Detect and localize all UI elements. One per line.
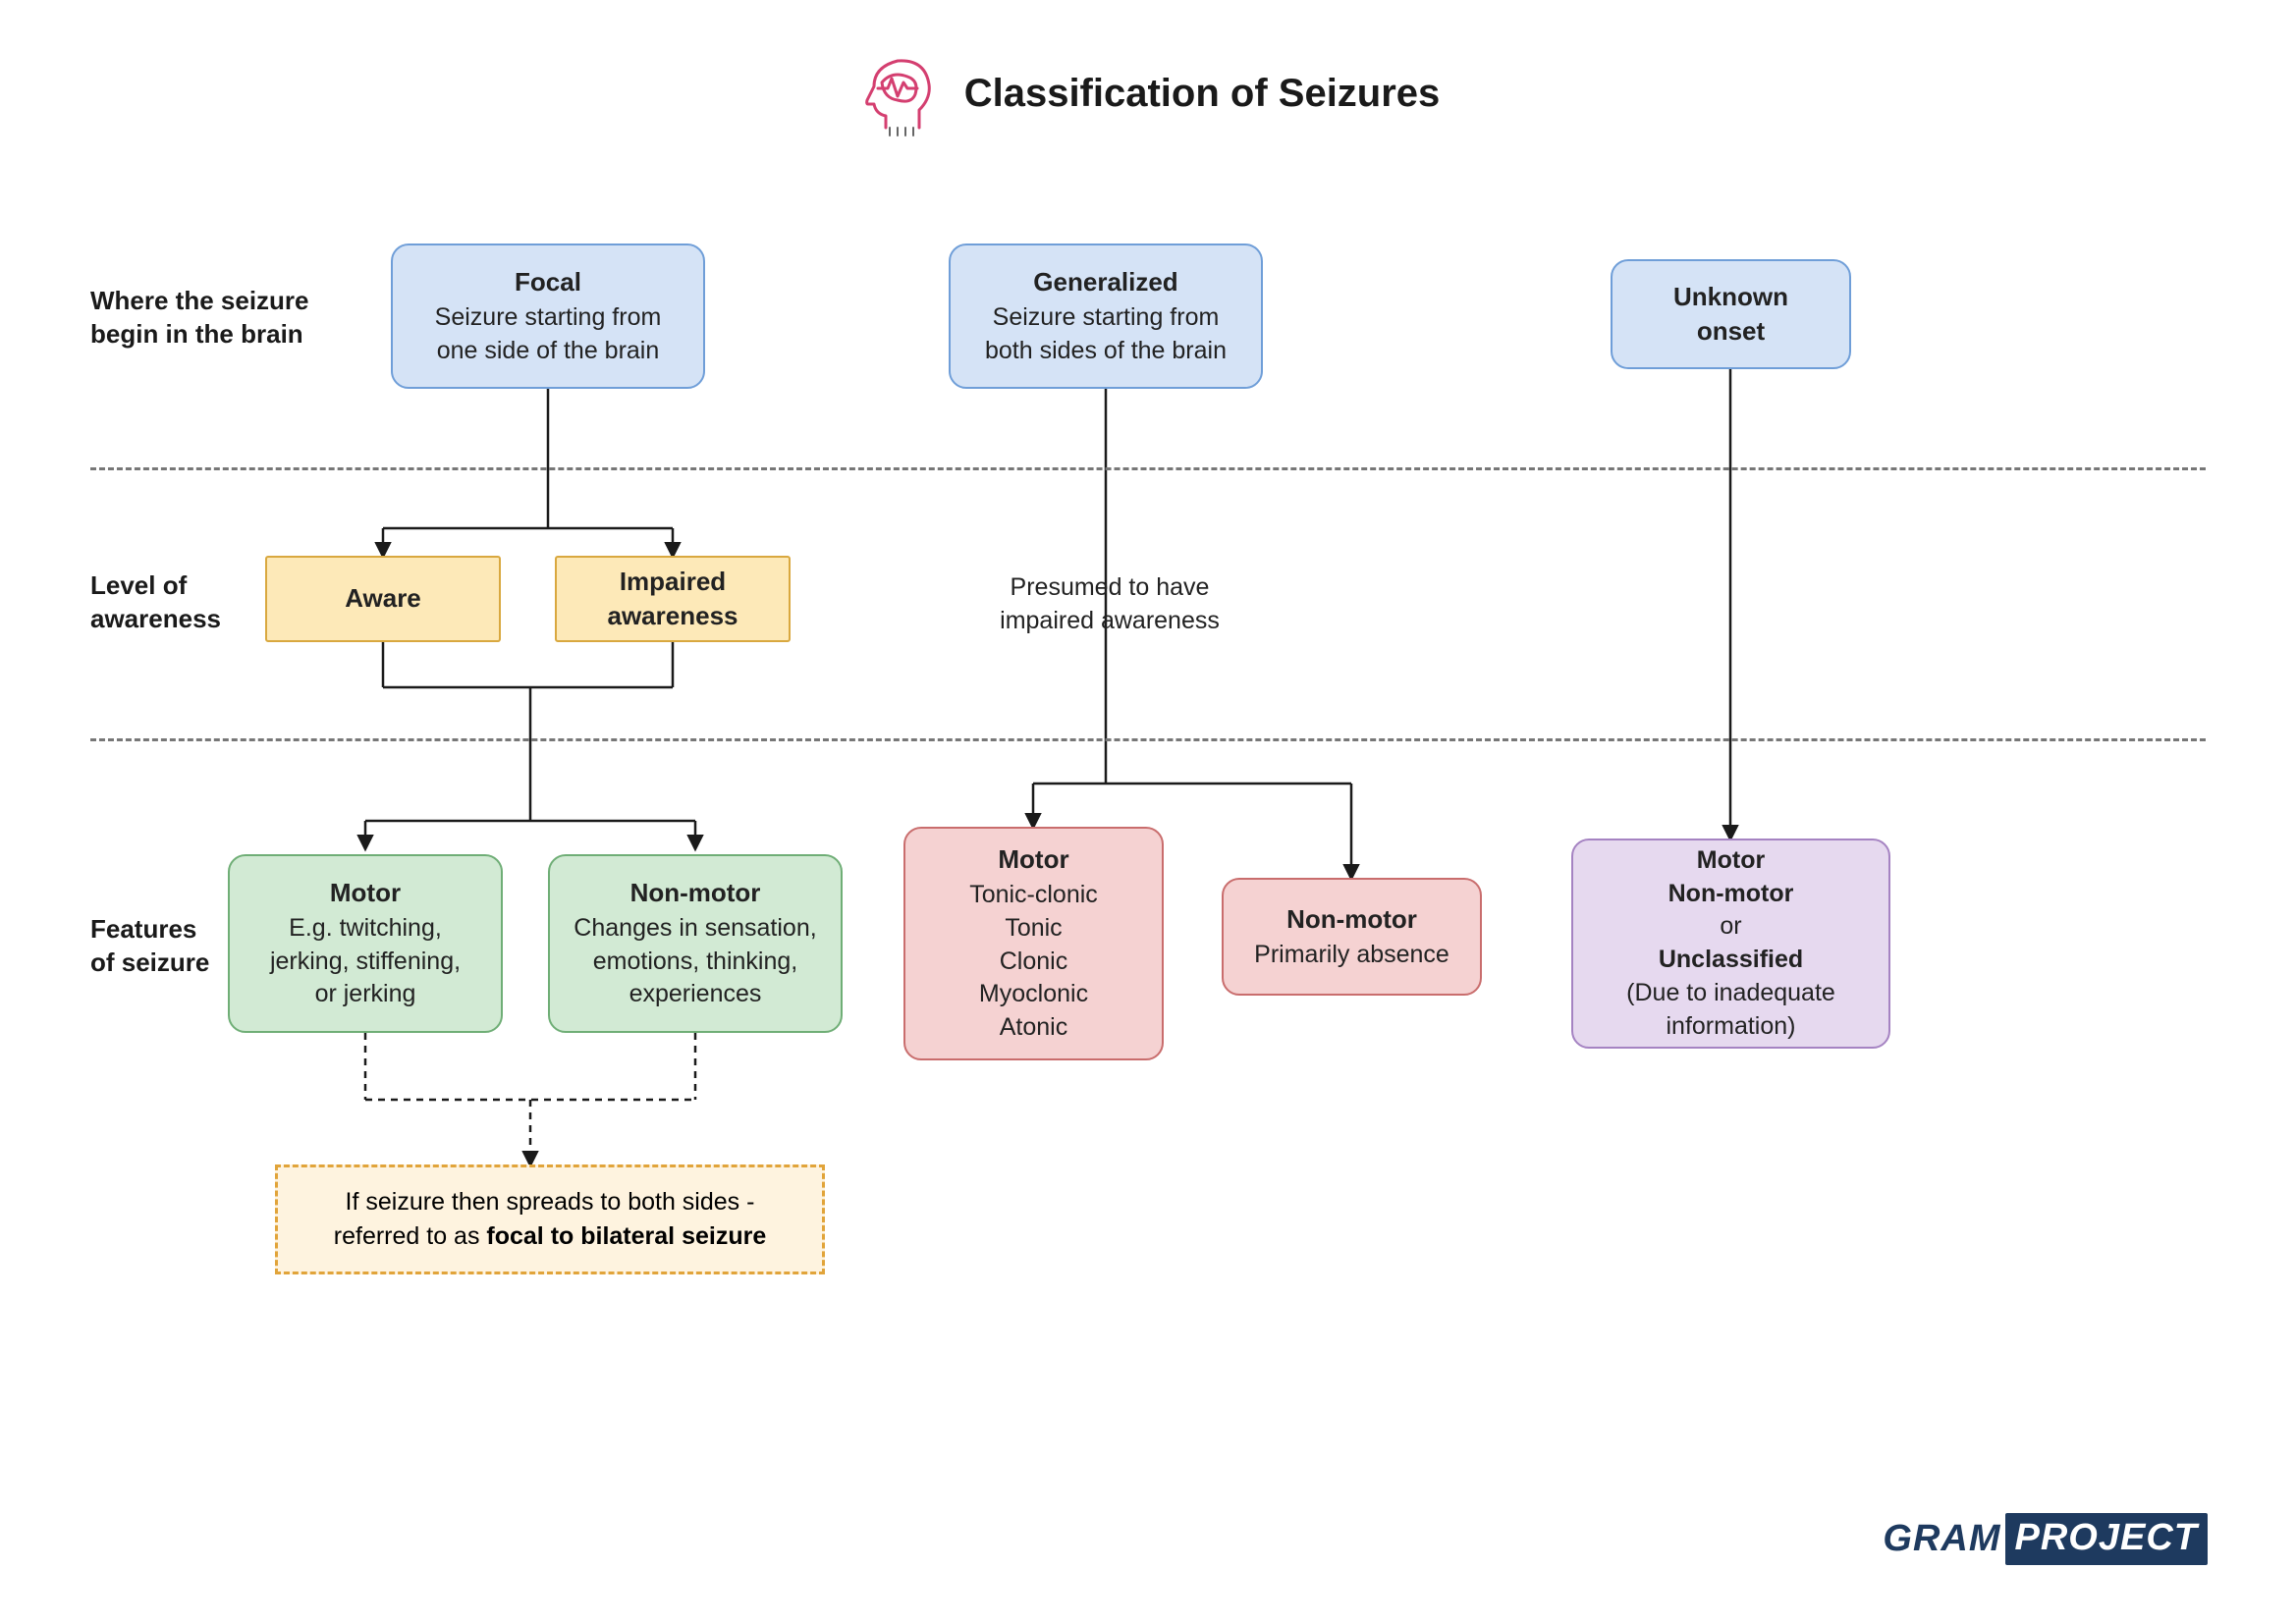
node-focal-title: Focal [412,265,683,299]
node-genMotor-title: Motor [925,842,1142,877]
node-genNonmotor-sub: Primarily absence [1243,939,1460,972]
node-aware-title: Aware [287,581,479,616]
node-generalized-sub: Seizure starting from both sides of the … [970,301,1241,368]
node-aware: Aware [265,556,501,642]
note-focal-bilateral: If seizure then spreads to both sides - … [275,1164,825,1274]
node-focal-sub: Seizure starting from one side of the br… [412,301,683,368]
node-focalNonmotor: Non-motorChanges in sensation, emotions,… [548,854,843,1033]
brain-head-icon [856,49,945,137]
node-genMotor: MotorTonic-clonic Tonic Clonic Myoclonic… [903,827,1164,1060]
node-focalNonmotor-title: Non-motor [570,876,821,910]
row-divider-2 [90,738,2206,741]
page-title: Classification of Seizures [964,72,1441,116]
node-unclassified-lines: MotorNon-motororUnclassified(Due to inad… [1593,844,1869,1044]
node-genNonmotor: Non-motorPrimarily absence [1222,878,1482,996]
text-presumed-impaired: Presumed to have impaired awareness [982,571,1237,638]
footer-logo-part2: PROJECT [2005,1513,2208,1565]
row-label-features: Features of seizure [90,913,209,980]
row-label-onset: Where the seizure begin in the brain [90,285,309,352]
node-impaired: Impaired awareness [555,556,791,642]
node-generalized-title: Generalized [970,265,1241,299]
node-generalized: GeneralizedSeizure starting from both si… [949,244,1263,389]
row-divider-1 [90,467,2206,470]
row-label-awareness: Level of awareness [90,569,221,636]
node-focalMotor: MotorE.g. twitching, jerking, stiffening… [228,854,503,1033]
footer-logo: GRAM PROJECT [1883,1513,2208,1565]
page-title-wrap: Classification of Seizures [0,49,2296,137]
node-focalNonmotor-sub: Changes in sensation, emotions, thinking… [570,912,821,1011]
node-focalMotor-title: Motor [249,876,481,910]
footer-logo-part1: GRAM [1883,1518,2000,1560]
node-unclassified: MotorNon-motororUnclassified(Due to inad… [1571,839,1890,1049]
node-genMotor-sub: Tonic-clonic Tonic Clonic Myoclonic Aton… [925,879,1142,1045]
node-focal: FocalSeizure starting from one side of t… [391,244,705,389]
node-unknown: Unknown onset [1611,259,1851,369]
node-focalMotor-sub: E.g. twitching, jerking, stiffening, or … [249,912,481,1011]
node-genNonmotor-title: Non-motor [1243,902,1460,937]
node-impaired-title: Impaired awareness [576,565,769,633]
node-unknown-title: Unknown onset [1632,280,1830,349]
